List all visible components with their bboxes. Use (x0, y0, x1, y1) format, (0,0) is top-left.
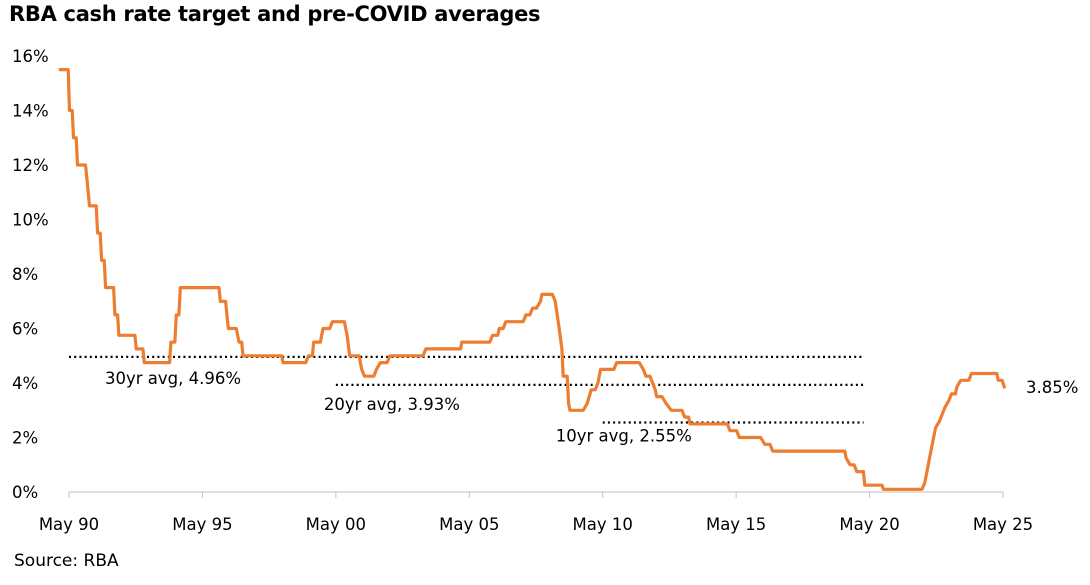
annotation-labels: 30yr avg, 4.96% 20yr avg, 3.93% 10yr avg, … (105, 369, 1078, 446)
cash-rate-line (58, 68, 1006, 491)
y-tick-label: 16% (12, 47, 49, 66)
average-label: 30yr avg, 4.96% (105, 369, 241, 388)
source-note: Source: RBA (14, 551, 119, 571)
y-tick-label: 0% (12, 483, 38, 502)
y-axis: 0% 2% 4% 6% 8% 10% 12% 14% 16% (12, 47, 49, 502)
y-tick-label: 10% (12, 211, 49, 230)
average-lines (69, 355, 864, 424)
x-tick-label: May 15 (706, 515, 766, 534)
series-layer (58, 68, 1006, 491)
average-label: 10yr avg, 2.55% (556, 427, 692, 446)
y-tick-label: 8% (12, 265, 38, 284)
x-tick-label: May 00 (306, 515, 366, 534)
x-tick-label: May 95 (172, 515, 232, 534)
x-tick-label: May 20 (839, 515, 899, 534)
end-value-label: 3.85% (1026, 378, 1078, 397)
x-axis: May 90 May 95 May 00 May 05 May 10 May 15 May … (39, 491, 1033, 534)
average-label: 20yr avg, 3.93% (324, 395, 460, 414)
x-tick-label: May 25 (973, 515, 1033, 534)
y-tick-label: 4% (12, 374, 38, 393)
x-tick-label: May 10 (573, 515, 633, 534)
x-tick-label: May 05 (439, 515, 499, 534)
chart-title: RBA cash rate target and pre-COVID avera… (9, 2, 541, 26)
y-tick-label: 2% (12, 429, 38, 448)
y-tick-label: 6% (12, 320, 38, 339)
y-tick-label: 14% (12, 102, 49, 121)
y-tick-label: 12% (12, 156, 49, 175)
x-tick-label: May 90 (39, 515, 99, 534)
